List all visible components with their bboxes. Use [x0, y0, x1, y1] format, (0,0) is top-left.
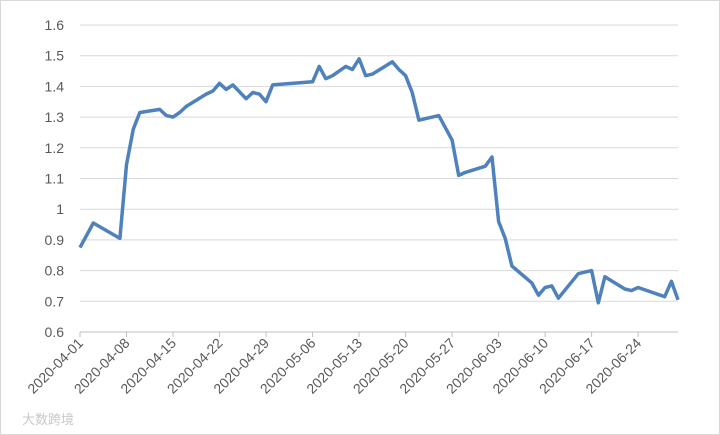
y-tick-label: 1.5 [45, 48, 65, 64]
y-tick-label: 0.6 [45, 324, 65, 340]
y-tick-label: 0.9 [45, 232, 65, 248]
y-tick-label: 1 [56, 201, 64, 217]
y-tick-label: 1.6 [45, 17, 65, 33]
data-line [78, 57, 680, 305]
watermark: 大数跨境 [22, 412, 74, 427]
y-tick-label: 1.2 [45, 140, 65, 156]
y-tick-label: 1.3 [45, 109, 65, 125]
y-tick-label: 1.4 [45, 78, 65, 94]
y-tick-label: 1.1 [45, 171, 65, 187]
y-tick-label: 0.7 [45, 293, 65, 309]
y-tick-label: 0.8 [45, 263, 65, 279]
